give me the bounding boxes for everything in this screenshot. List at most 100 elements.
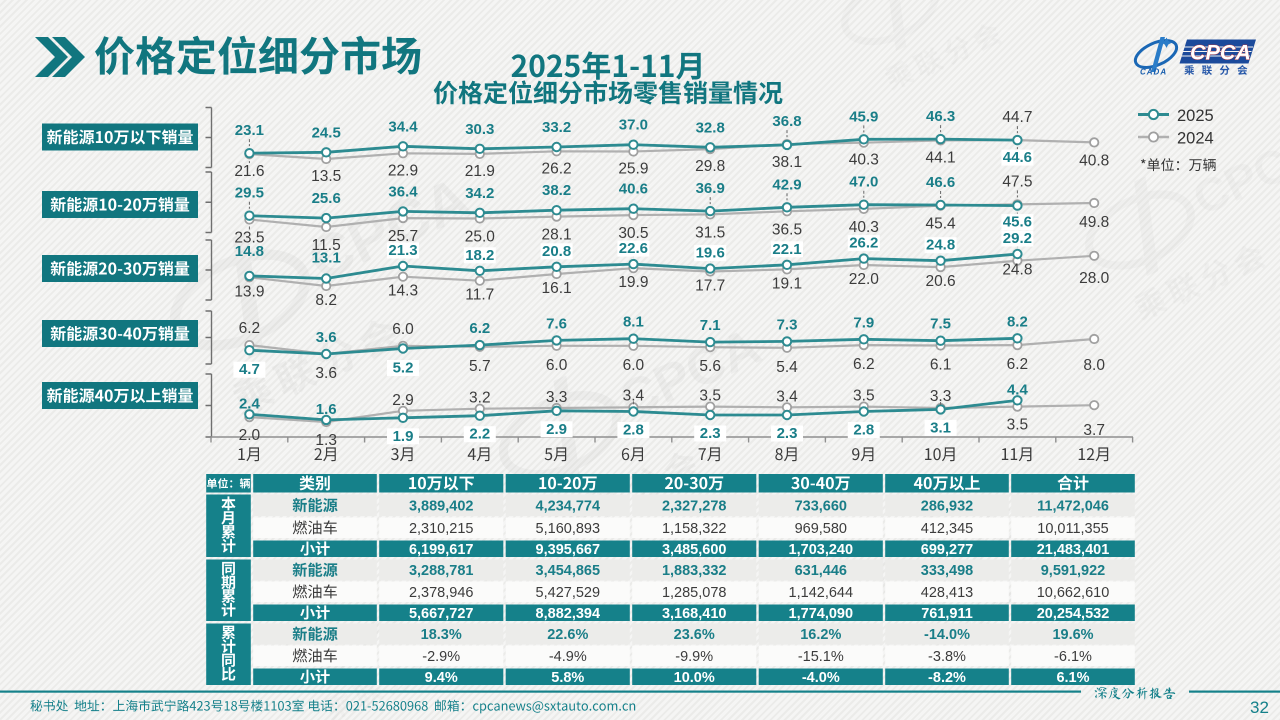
svg-text:7.6: 7.6: [546, 315, 567, 332]
svg-text:5,160,893: 5,160,893: [536, 521, 601, 537]
svg-text:4.7: 4.7: [239, 361, 260, 378]
svg-text:2.3: 2.3: [700, 425, 721, 442]
svg-text:46.6: 46.6: [926, 174, 955, 191]
svg-text:47.5: 47.5: [1002, 173, 1032, 190]
svg-text:-14.0%: -14.0%: [924, 627, 970, 643]
svg-text:2025: 2025: [1177, 107, 1214, 125]
svg-text:40.6: 40.6: [619, 181, 648, 198]
svg-text:7.3: 7.3: [777, 316, 798, 333]
svg-text:1.9: 1.9: [393, 428, 414, 445]
svg-text:10,011,355: 10,011,355: [1037, 521, 1109, 537]
svg-text:24.8: 24.8: [926, 237, 955, 254]
svg-text:11.5: 11.5: [312, 237, 341, 254]
svg-text:32.8: 32.8: [696, 119, 725, 136]
svg-text:45.9: 45.9: [849, 108, 878, 125]
svg-text:2.8: 2.8: [623, 422, 644, 439]
svg-text:22.9: 22.9: [388, 162, 418, 179]
svg-text:3.4: 3.4: [776, 388, 798, 405]
svg-text:45.6: 45.6: [1003, 214, 1032, 231]
svg-text:6,199,617: 6,199,617: [409, 542, 474, 558]
svg-text:3,288,781: 3,288,781: [409, 563, 474, 579]
svg-text:6.2: 6.2: [239, 320, 261, 337]
svg-text:34.4: 34.4: [388, 118, 418, 135]
svg-text:3.1: 3.1: [930, 419, 951, 436]
svg-text:34.2: 34.2: [465, 185, 494, 202]
svg-text:3.5: 3.5: [853, 388, 875, 405]
svg-text:21.9: 21.9: [465, 163, 495, 180]
svg-text:46.3: 46.3: [926, 108, 955, 125]
svg-text:47.0: 47.0: [849, 174, 878, 191]
svg-text:1,703,240: 1,703,240: [789, 542, 854, 558]
svg-text:36.5: 36.5: [772, 221, 802, 238]
svg-text:9,395,667: 9,395,667: [536, 542, 601, 558]
svg-text:25.7: 25.7: [388, 228, 418, 245]
svg-text:-9.9%: -9.9%: [675, 649, 713, 665]
svg-text:8,882,394: 8,882,394: [536, 606, 601, 622]
svg-text:1.3: 1.3: [315, 432, 337, 449]
svg-text:1,883,332: 1,883,332: [662, 563, 727, 579]
svg-text:3.6: 3.6: [316, 329, 337, 346]
svg-text:44.1: 44.1: [926, 149, 956, 166]
svg-text:16.1: 16.1: [542, 280, 572, 297]
svg-text:-15.1%: -15.1%: [798, 649, 844, 665]
svg-text:6.1: 6.1: [930, 357, 952, 374]
svg-text:36.8: 36.8: [772, 113, 801, 130]
svg-text:28.1: 28.1: [542, 227, 572, 244]
svg-text:733,660: 733,660: [795, 498, 847, 514]
svg-text:19.6: 19.6: [696, 245, 725, 262]
svg-text:9,591,922: 9,591,922: [1041, 563, 1106, 579]
svg-text:37.0: 37.0: [619, 117, 648, 134]
svg-text:21.3: 21.3: [388, 242, 417, 259]
svg-text:14.8: 14.8: [235, 243, 264, 260]
svg-text:20,254,532: 20,254,532: [1037, 606, 1110, 622]
svg-text:-4.0%: -4.0%: [802, 670, 840, 686]
svg-text:7.9: 7.9: [853, 314, 874, 331]
svg-text:38.2: 38.2: [542, 182, 571, 199]
svg-text:3.2: 3.2: [469, 390, 491, 407]
svg-text:3,168,410: 3,168,410: [662, 606, 727, 622]
svg-text:3.5: 3.5: [1007, 417, 1029, 434]
svg-text:14.3: 14.3: [388, 283, 418, 300]
svg-text:30.3: 30.3: [465, 121, 494, 138]
svg-text:1.6: 1.6: [316, 401, 337, 418]
svg-text:2.9: 2.9: [546, 421, 567, 438]
svg-text:40.8: 40.8: [1079, 152, 1109, 169]
svg-text:49.8: 49.8: [1079, 214, 1109, 231]
svg-text:31.5: 31.5: [695, 224, 725, 241]
svg-text:CPCA: CPCA: [1190, 41, 1251, 65]
svg-text:23.1: 23.1: [235, 122, 264, 139]
svg-text:8.0: 8.0: [1083, 357, 1105, 374]
svg-text:5.4: 5.4: [776, 359, 798, 376]
svg-text:3,485,600: 3,485,600: [662, 542, 727, 558]
svg-text:699,277: 699,277: [921, 542, 973, 558]
svg-text:22.6: 22.6: [619, 240, 648, 257]
svg-text:6.1%: 6.1%: [1056, 670, 1089, 686]
svg-text:36.4: 36.4: [388, 183, 418, 200]
svg-text:44.6: 44.6: [1003, 149, 1032, 166]
svg-text:8.2: 8.2: [1007, 313, 1028, 330]
svg-text:2.4: 2.4: [239, 395, 261, 412]
svg-text:2.3: 2.3: [777, 425, 798, 442]
svg-text:28.0: 28.0: [1079, 270, 1110, 287]
svg-text:3.7: 3.7: [1083, 422, 1105, 439]
svg-text:24.5: 24.5: [312, 124, 341, 141]
svg-text:3.6: 3.6: [315, 365, 337, 382]
svg-text:8.2: 8.2: [315, 292, 337, 309]
svg-text:5.2: 5.2: [393, 360, 414, 377]
svg-text:3.5: 3.5: [699, 388, 721, 405]
svg-text:7.5: 7.5: [930, 316, 951, 333]
svg-text:428,413: 428,413: [921, 585, 973, 601]
svg-text:4,234,774: 4,234,774: [536, 498, 601, 514]
svg-text:3.3: 3.3: [546, 389, 568, 406]
svg-text:19.6%: 19.6%: [1052, 627, 1093, 643]
svg-text:22.6%: 22.6%: [547, 627, 588, 643]
svg-text:1,158,322: 1,158,322: [662, 521, 727, 537]
svg-text:44.7: 44.7: [1002, 109, 1032, 126]
svg-text:25.9: 25.9: [618, 161, 648, 178]
svg-text:969,580: 969,580: [795, 521, 847, 537]
svg-text:26.2: 26.2: [542, 160, 572, 177]
svg-text:13.9: 13.9: [234, 283, 264, 300]
svg-text:2,378,946: 2,378,946: [409, 585, 474, 601]
svg-text:11.7: 11.7: [465, 287, 494, 304]
svg-text:631,446: 631,446: [795, 563, 847, 579]
